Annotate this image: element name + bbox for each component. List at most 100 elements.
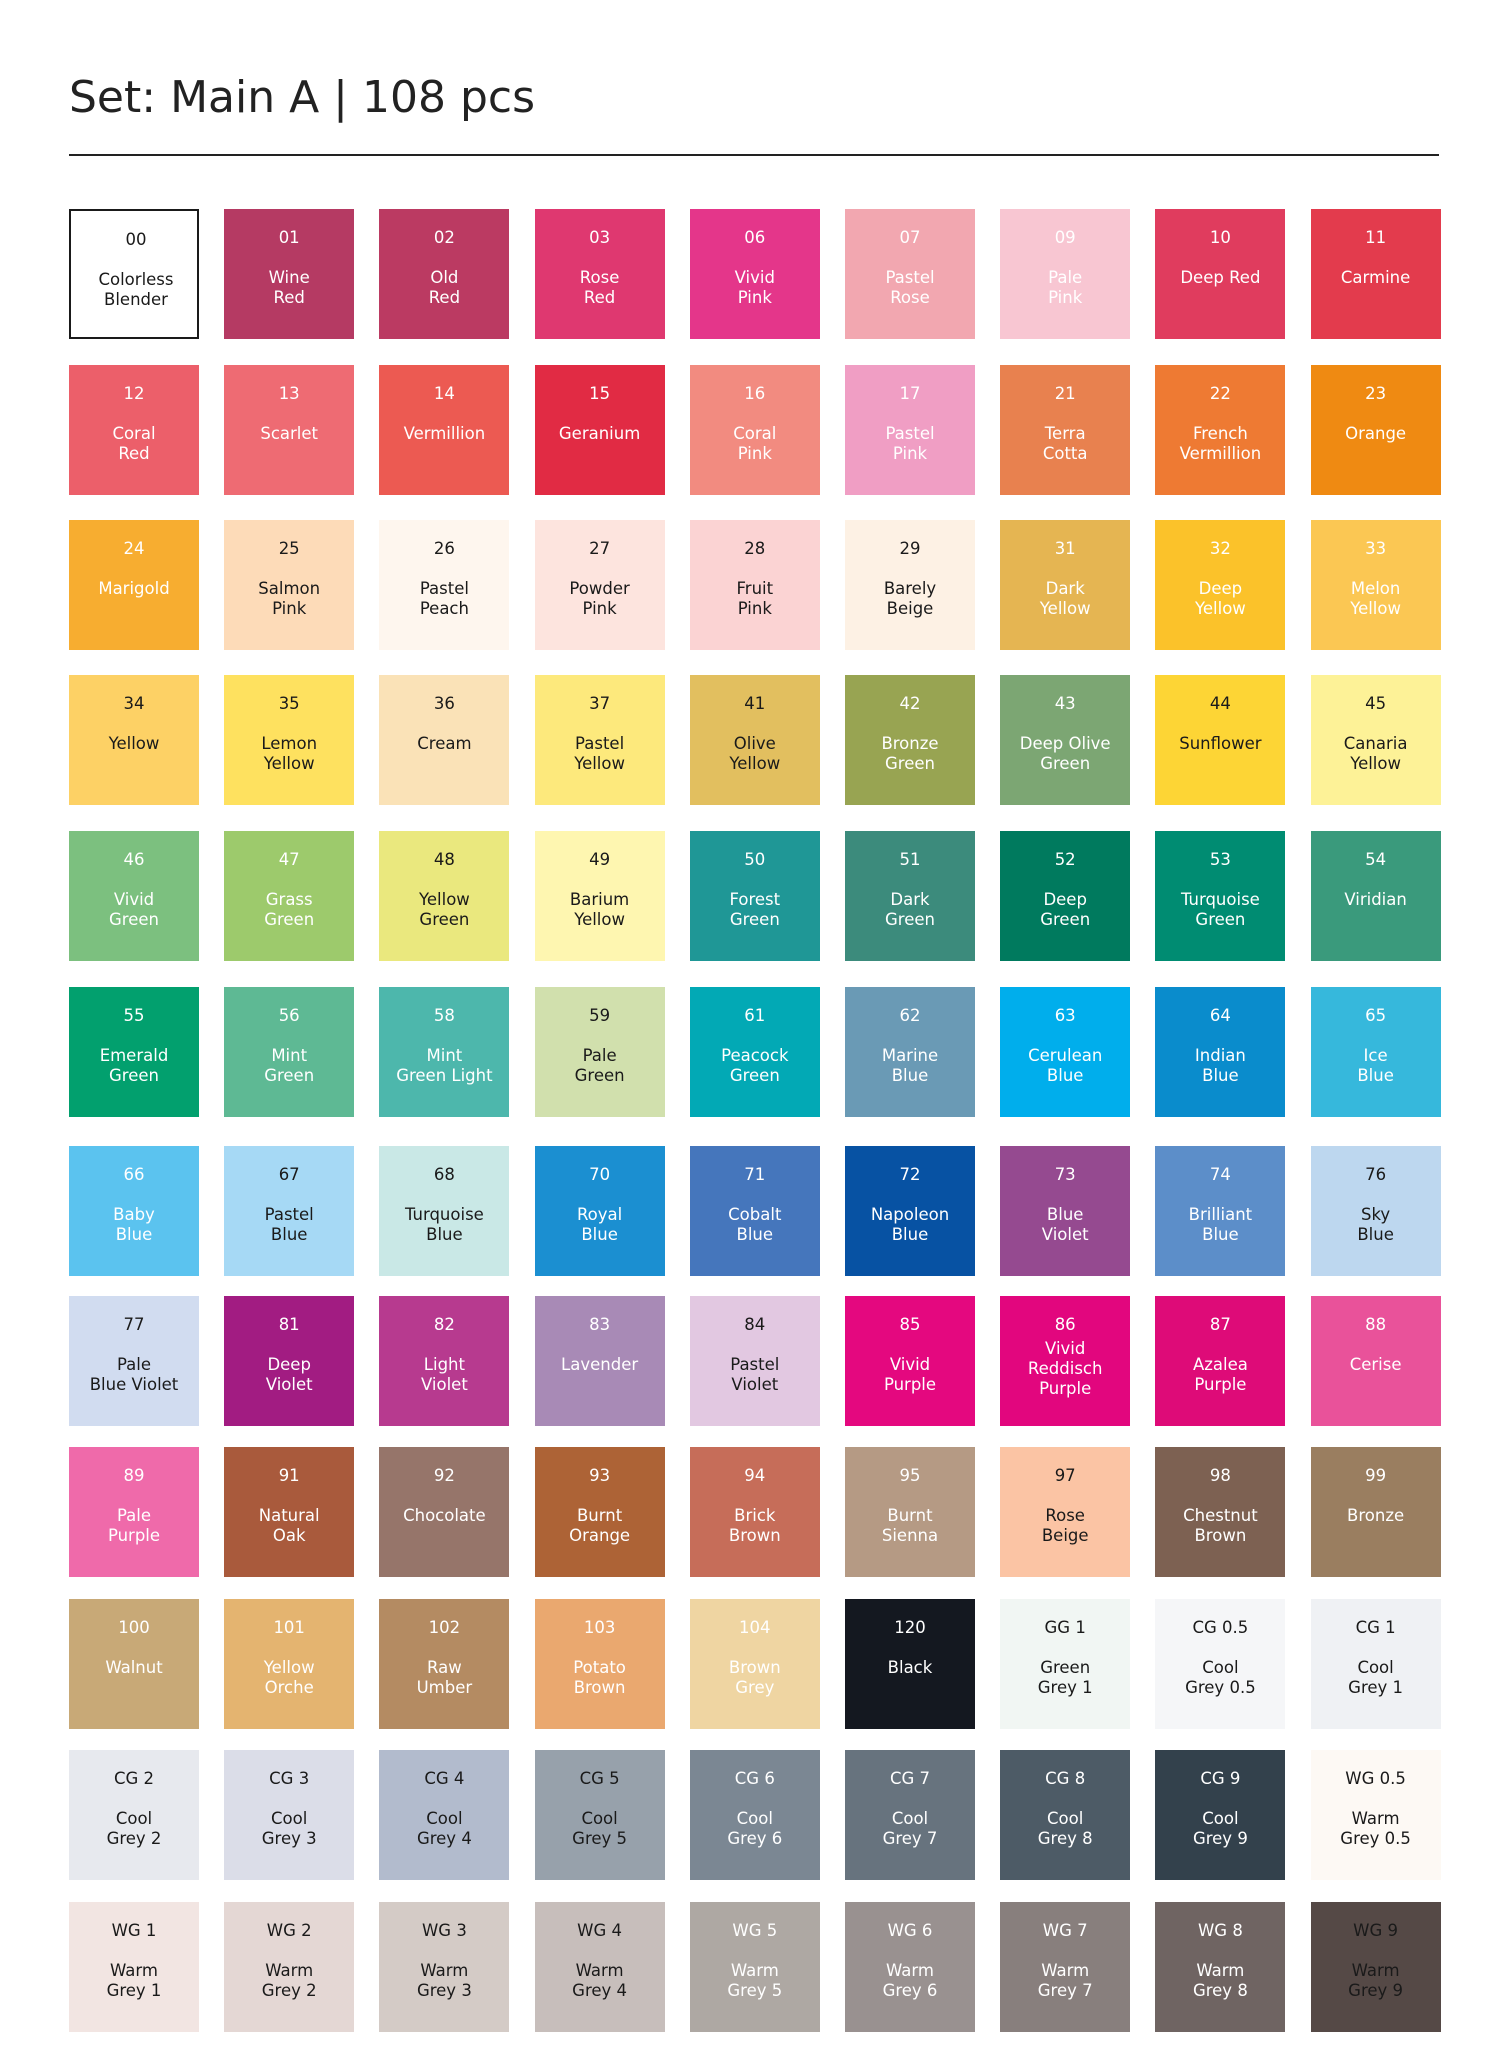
- swatch-name: Dark: [1045, 579, 1085, 598]
- swatch-name: Grey 5: [572, 1829, 628, 1848]
- swatch-name: Grey 0.5: [1185, 1678, 1256, 1697]
- color-swatch: 85 Vivid Purple: [845, 1296, 975, 1426]
- swatch-name: Pale: [116, 1506, 152, 1525]
- swatch-code: 13: [278, 384, 300, 403]
- swatch-name: Peacock: [721, 1046, 789, 1065]
- swatch-code: 35: [278, 694, 300, 713]
- color-swatch: 66 Baby Blue: [69, 1146, 199, 1276]
- color-swatch: 02 Old Red: [379, 209, 510, 339]
- swatch-code: 94: [744, 1466, 766, 1485]
- color-swatch: CG 4 Cool Grey 4: [379, 1750, 510, 1880]
- swatch-name: Orange: [569, 1526, 631, 1545]
- swatch-code: 34: [123, 694, 145, 713]
- swatch-name: Grey 6: [727, 1829, 783, 1848]
- color-swatch: 43 Deep Olive Green: [1000, 675, 1131, 805]
- color-swatch: 104 Brown Grey: [689, 1599, 820, 1729]
- color-swatch: 23 Orange: [1310, 365, 1441, 495]
- swatch-code: 02: [433, 228, 455, 247]
- swatch-code: 25: [278, 539, 300, 558]
- swatch-name: Pastel: [419, 579, 469, 598]
- color-swatch: 95 Burnt Sienna: [845, 1447, 975, 1577]
- color-swatch: 42 Bronze Green: [845, 675, 975, 805]
- swatch-name: Mint: [271, 1046, 308, 1065]
- swatch-name: Warm: [1351, 1961, 1400, 1980]
- swatch-name: Warm: [1351, 1809, 1400, 1828]
- color-swatch: 31 Dark Yellow: [1000, 520, 1131, 650]
- swatch-code: WG 5: [732, 1921, 778, 1940]
- swatch-code: 42: [899, 694, 921, 713]
- color-swatch: 14 Vermillion: [379, 365, 510, 495]
- swatch-code: 67: [278, 1165, 300, 1184]
- swatch-name: Sky: [1360, 1205, 1391, 1224]
- swatch-name: Cobalt: [728, 1205, 782, 1224]
- swatch-name: Grey 4: [416, 1829, 472, 1848]
- swatch-code: 32: [1209, 539, 1231, 558]
- swatch-code: 59: [589, 1006, 611, 1025]
- swatch-code: 03: [589, 228, 611, 247]
- color-swatch: 24 Marigold: [69, 520, 199, 650]
- color-swatch: 101 Yellow Orche: [224, 1599, 355, 1729]
- swatch-code: 73: [1054, 1165, 1076, 1184]
- color-swatch: WG 5 Warm Grey 5: [689, 1902, 820, 2032]
- swatch-code: 07: [899, 228, 921, 247]
- color-swatch: 21 Terra Cotta: [1000, 365, 1131, 495]
- swatch-code: 24: [123, 539, 145, 558]
- color-swatch: 53 Turquoise Green: [1155, 831, 1286, 961]
- swatch-name: Burnt: [887, 1506, 933, 1525]
- swatch-name: Green: [1040, 910, 1091, 929]
- color-swatch: 63 Cerulean Blue: [1000, 987, 1131, 1117]
- swatch-name: Deep: [1043, 890, 1087, 909]
- color-swatch: 16 Coral Pink: [689, 365, 820, 495]
- color-swatch: 84 Pastel Violet: [689, 1296, 820, 1426]
- swatch-code: 93: [589, 1466, 611, 1485]
- swatch-name: Brown: [1194, 1526, 1247, 1545]
- color-swatch: 59 Pale Green: [534, 987, 665, 1117]
- swatch-code: 71: [744, 1165, 766, 1184]
- swatch-name: Warm: [575, 1961, 624, 1980]
- swatch-name: Geranium: [558, 424, 641, 443]
- swatch-name: Chocolate: [403, 1506, 486, 1525]
- swatch-name: Pink: [737, 444, 772, 463]
- swatch-name: Light: [423, 1355, 465, 1374]
- swatch-name: Pale: [582, 1046, 617, 1065]
- swatch-name: Chestnut: [1183, 1506, 1258, 1525]
- color-swatch: 37 Pastel Yellow: [534, 675, 665, 805]
- swatch-name: Sienna: [881, 1526, 939, 1545]
- color-swatch: WG 7 Warm Grey 7: [1000, 1902, 1131, 2032]
- swatch-code: CG 7: [889, 1769, 931, 1788]
- color-swatch: 01 Wine Red: [224, 209, 355, 339]
- swatch-name: Marine: [881, 1046, 939, 1065]
- swatch-name: Natural: [258, 1506, 320, 1525]
- swatch-code: 98: [1209, 1466, 1231, 1485]
- color-swatch: 55 Emerald Green: [69, 987, 199, 1117]
- swatch-name: Grey 3: [416, 1981, 472, 2000]
- color-swatch: 28 Fruit Pink: [689, 520, 820, 650]
- color-swatch: 12 Coral Red: [69, 365, 199, 495]
- color-swatch: 06 Vivid Pink: [689, 209, 820, 339]
- swatch-name: Old: [430, 268, 459, 287]
- swatch-name: Walnut: [105, 1658, 163, 1677]
- color-swatch: CG 6 Cool Grey 6: [689, 1750, 820, 1880]
- color-swatch: 65 Ice Blue: [1310, 987, 1441, 1117]
- swatch-code: 62: [899, 1006, 921, 1025]
- color-swatch: 35 Lemon Yellow: [224, 675, 355, 805]
- swatch-code: 15: [589, 384, 611, 403]
- swatch-code: GG 1: [1044, 1618, 1086, 1637]
- swatch-name: Vivid: [1045, 1339, 1086, 1358]
- color-swatch: 13 Scarlet: [224, 365, 355, 495]
- swatch-name: Yellow: [574, 754, 625, 773]
- swatch-code: 64: [1209, 1006, 1231, 1025]
- swatch-name: Cool: [891, 1809, 929, 1828]
- swatch-name: Beige: [886, 599, 934, 618]
- swatch-name: French: [1192, 424, 1248, 443]
- color-swatch: 50 Forest Green: [689, 831, 820, 961]
- swatch-code: 66: [123, 1165, 145, 1184]
- swatch-name: Blue Violet: [89, 1375, 179, 1394]
- swatch-code: 86: [1054, 1315, 1076, 1334]
- color-swatch: WG 4 Warm Grey 4: [534, 1902, 665, 2032]
- swatch-code: 103: [583, 1618, 616, 1637]
- color-swatch: 15 Geranium: [534, 365, 665, 495]
- swatch-name: Yellow: [1350, 754, 1401, 773]
- color-swatch: 67 Pastel Blue: [224, 1146, 355, 1276]
- swatch-name: Pink: [1048, 288, 1083, 307]
